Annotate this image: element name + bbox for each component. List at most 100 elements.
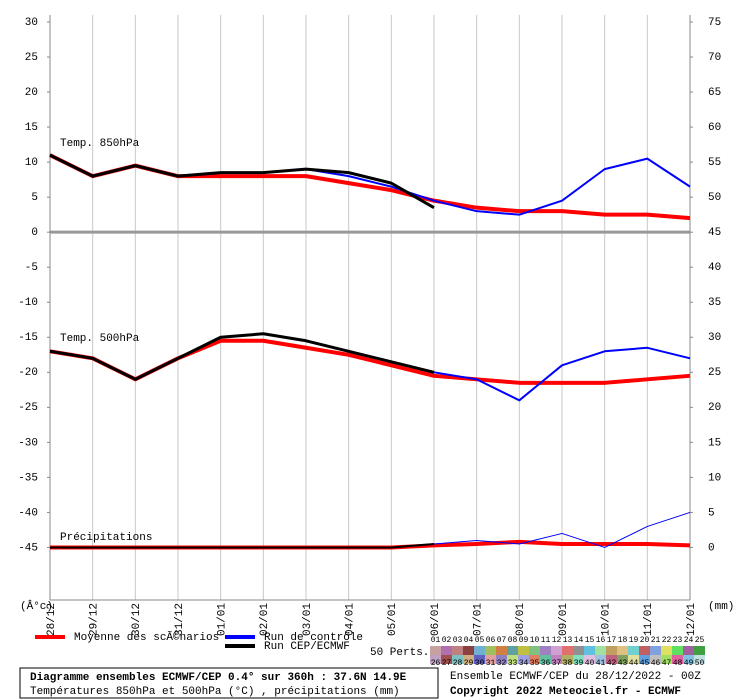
y2-tick-label: 20 <box>708 402 721 414</box>
y-tick-label: 15 <box>25 122 38 134</box>
y-tick-label: 10 <box>25 157 38 169</box>
x-tick-label: 09/01 <box>558 603 570 636</box>
y-tick-label: -30 <box>18 437 38 449</box>
perturbation-label: 14 <box>574 636 584 645</box>
legend-label: Run CEP/ECMWF <box>264 641 350 653</box>
perturbation-label: 29 <box>464 659 474 668</box>
perturbation-swatch <box>694 646 705 655</box>
y2-tick-label: 15 <box>708 437 721 449</box>
perturbation-swatch <box>474 646 485 655</box>
footer-subtitle: Températures 850hPa et 500hPa (°C) , pré… <box>30 686 400 698</box>
perturbation-label: 20 <box>640 636 650 645</box>
perturbation-label: 34 <box>519 659 529 668</box>
perturbation-swatch <box>595 646 606 655</box>
x-tick-label: 08/01 <box>515 603 527 636</box>
perturbation-swatch <box>617 646 628 655</box>
perturbation-swatch <box>540 655 551 664</box>
perturbation-label: 18 <box>618 636 628 645</box>
x-tick-label: 07/01 <box>473 603 485 636</box>
y-tick-label: 25 <box>25 52 38 64</box>
perturbation-label: 22 <box>662 636 672 645</box>
perturbation-swatch <box>628 655 639 664</box>
y-tick-label: -15 <box>18 332 38 344</box>
perturbation-swatch <box>672 646 683 655</box>
perturbation-label: 39 <box>574 659 584 668</box>
perturbation-label: 07 <box>497 636 507 645</box>
x-tick-label: 04/01 <box>345 603 357 636</box>
perturbation-label: 48 <box>673 659 683 668</box>
x-tick-label: 28/12 <box>46 603 58 636</box>
perturbation-swatch <box>430 655 441 664</box>
perturbation-swatch <box>474 655 485 664</box>
perturbation-label: 28 <box>453 659 463 668</box>
series-line <box>49 153 691 221</box>
perturbation-label: 38 <box>563 659 573 668</box>
y-tick-label: -35 <box>18 472 38 484</box>
annotation: Temp. 850hPa <box>60 138 140 150</box>
perturbation-label: 45 <box>640 659 650 668</box>
perturbation-label: 08 <box>508 636 518 645</box>
y2-tick-label: 75 <box>708 17 721 29</box>
x-tick-label: 05/01 <box>387 603 399 636</box>
y-tick-label: 5 <box>31 192 38 204</box>
x-tick-label: 01/01 <box>217 603 229 636</box>
y2-tick-label: 60 <box>708 122 721 134</box>
y-tick-label: 0 <box>31 227 38 239</box>
perturbation-swatch <box>606 646 617 655</box>
perturbation-swatch <box>496 646 507 655</box>
perturbation-label: 02 <box>442 636 452 645</box>
perturbation-swatch <box>617 655 628 664</box>
perturbation-swatch <box>551 655 562 664</box>
perturbation-swatch <box>683 655 694 664</box>
legend-label: Moyenne des scÃ©narios <box>74 631 219 644</box>
perturbation-swatch <box>463 646 474 655</box>
x-tick-label: 03/01 <box>302 603 314 636</box>
perturbation-label: 27 <box>442 659 452 668</box>
x-tick-label: 06/01 <box>430 603 442 636</box>
annotation: Précipitations <box>60 532 152 544</box>
perturbation-label: 19 <box>629 636 639 645</box>
series-line <box>49 332 435 381</box>
annotation: Temp. 500hPa <box>60 333 140 345</box>
y-axis-label: (Â°c) <box>20 599 53 613</box>
perturbation-label: 12 <box>552 636 562 645</box>
perturbation-label: 31 <box>486 659 496 668</box>
x-tick-label: 12/01 <box>686 603 698 636</box>
y-tick-label: 30 <box>25 17 38 29</box>
perturbation-swatch <box>573 655 584 664</box>
perturbation-swatch <box>452 655 463 664</box>
perturbation-label: 25 <box>695 636 705 645</box>
footer-title: Diagramme ensembles ECMWF/CEP 0.4° sur 3… <box>30 672 407 684</box>
perturbation-label: 10 <box>530 636 540 645</box>
perturbation-label: 35 <box>530 659 540 668</box>
perturbation-swatch <box>661 646 672 655</box>
perturbation-label: 05 <box>475 636 485 645</box>
perturbation-swatch <box>485 646 496 655</box>
perturbation-label: 11 <box>541 636 551 645</box>
perturbation-label: 06 <box>486 636 496 645</box>
perturbation-swatch <box>694 655 705 664</box>
perturbation-label: 15 <box>585 636 595 645</box>
perturbation-label: 21 <box>651 636 661 645</box>
perturbation-swatch <box>463 655 474 664</box>
perturbation-swatch <box>551 646 562 655</box>
y2-tick-label: 40 <box>708 262 721 274</box>
y2-tick-label: 10 <box>708 472 721 484</box>
perturbation-label: 37 <box>552 659 562 668</box>
y2-tick-label: 45 <box>708 227 721 239</box>
perturbation-swatch <box>639 646 650 655</box>
perturbation-label: 17 <box>607 636 617 645</box>
perturbation-label: 01 <box>431 636 441 645</box>
perturbation-swatch <box>430 646 441 655</box>
perturbation-swatch <box>441 655 452 664</box>
perturbation-swatch <box>529 655 540 664</box>
perturbation-swatch <box>485 655 496 664</box>
perturbation-label: 50 <box>695 659 705 668</box>
perturbation-label: 33 <box>508 659 518 668</box>
perturbation-swatch <box>584 646 595 655</box>
footer-box <box>19 667 439 699</box>
perturbation-label: 42 <box>607 659 617 668</box>
perturbation-label: 32 <box>497 659 507 668</box>
perturbation-swatch <box>562 646 573 655</box>
